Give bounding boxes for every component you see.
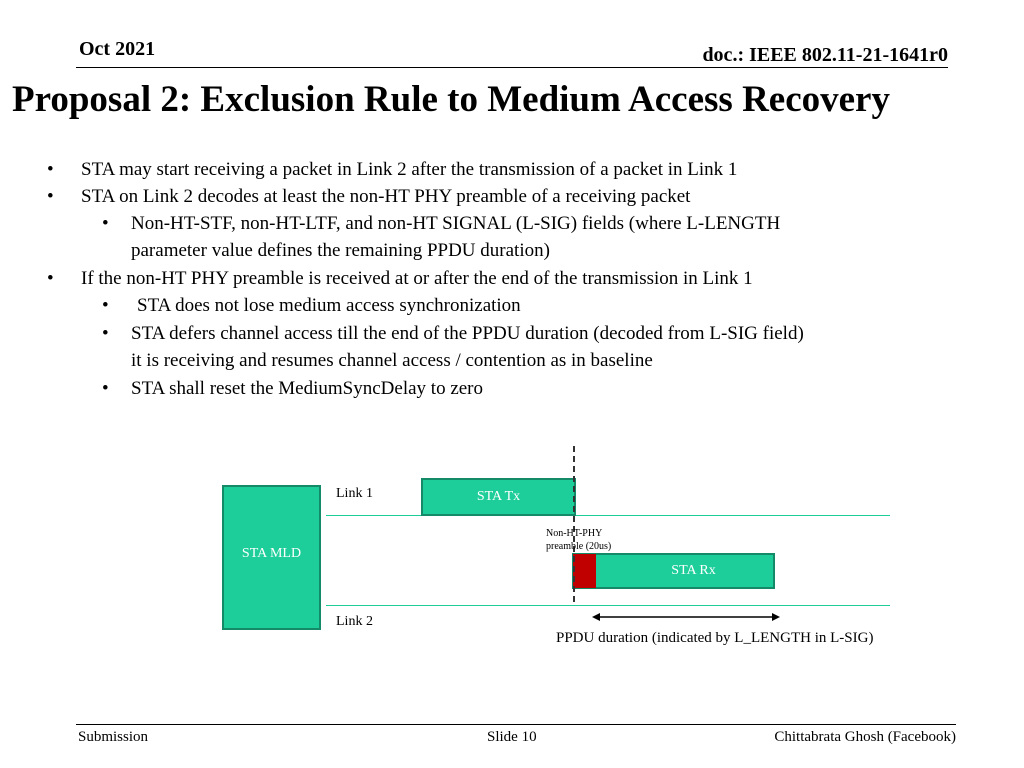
link2-line bbox=[326, 605, 890, 606]
link1-label: Link 1 bbox=[336, 486, 373, 501]
ppdu-duration-label: PPDU duration (indicated by L_LENGTH in … bbox=[556, 630, 874, 646]
sta-mld-label: STA MLD bbox=[241, 545, 302, 561]
bullet-marker: • bbox=[102, 323, 109, 344]
sta-rx-box: STA Rx bbox=[572, 553, 775, 589]
footer-divider bbox=[76, 724, 956, 725]
slide-title: Proposal 2: Exclusion Rule to Medium Acc… bbox=[12, 79, 890, 120]
header-divider bbox=[76, 67, 948, 68]
bullet-marker: • bbox=[102, 378, 109, 399]
bullet-2-1-line1: Non-HT-STF, non-HT-LTF, and non-HT SIGNA… bbox=[131, 213, 781, 234]
preamble-annotation: Non-HT-PHY preamble (20us) bbox=[546, 527, 611, 553]
header-date: Oct 2021 bbox=[79, 38, 156, 60]
timing-marker-line bbox=[573, 446, 575, 602]
bullet-marker: • bbox=[47, 186, 54, 207]
bullet-1: STA may start receiving a packet in Link… bbox=[81, 159, 738, 180]
bullet-3-2-line1: STA defers channel access till the end o… bbox=[131, 323, 804, 344]
footer-slide-number: Slide 10 bbox=[487, 729, 537, 745]
link1-line bbox=[326, 515, 890, 516]
bullet-2: STA on Link 2 decodes at least the non-H… bbox=[81, 186, 691, 207]
preamble-label-line2: preamble (20us) bbox=[546, 541, 612, 552]
link2-label: Link 2 bbox=[336, 614, 373, 629]
bullet-2-1-line2: parameter value defines the remaining PP… bbox=[131, 240, 550, 261]
sta-rx-label: STA Rx bbox=[671, 563, 716, 578]
header-doc-id: doc.: IEEE 802.11-21-1641r0 bbox=[702, 44, 948, 66]
preamble-label-line1: Non-HT-PHY bbox=[546, 528, 603, 539]
bullet-3-2-line2: it is receiving and resumes channel acce… bbox=[131, 350, 653, 371]
footer-submission: Submission bbox=[78, 729, 149, 745]
bullet-marker: • bbox=[47, 159, 54, 180]
bullet-3: If the non-HT PHY preamble is received a… bbox=[81, 268, 753, 289]
footer-author: Chittabrata Ghosh (Facebook) bbox=[774, 729, 956, 745]
bullet-marker: • bbox=[102, 213, 109, 234]
bullet-marker: • bbox=[102, 295, 109, 316]
sta-mld-box: STA MLD bbox=[222, 485, 321, 630]
bullet-3-3: STA shall reset the MediumSyncDelay to z… bbox=[131, 378, 484, 399]
ppdu-duration-arrow bbox=[592, 613, 780, 621]
bullet-marker: • bbox=[47, 268, 54, 289]
bullet-3-1: STA does not lose medium access synchron… bbox=[137, 295, 521, 316]
sta-tx-label: STA Tx bbox=[476, 489, 521, 504]
preamble-block bbox=[573, 554, 596, 588]
sta-tx-box: STA Tx bbox=[421, 478, 576, 516]
